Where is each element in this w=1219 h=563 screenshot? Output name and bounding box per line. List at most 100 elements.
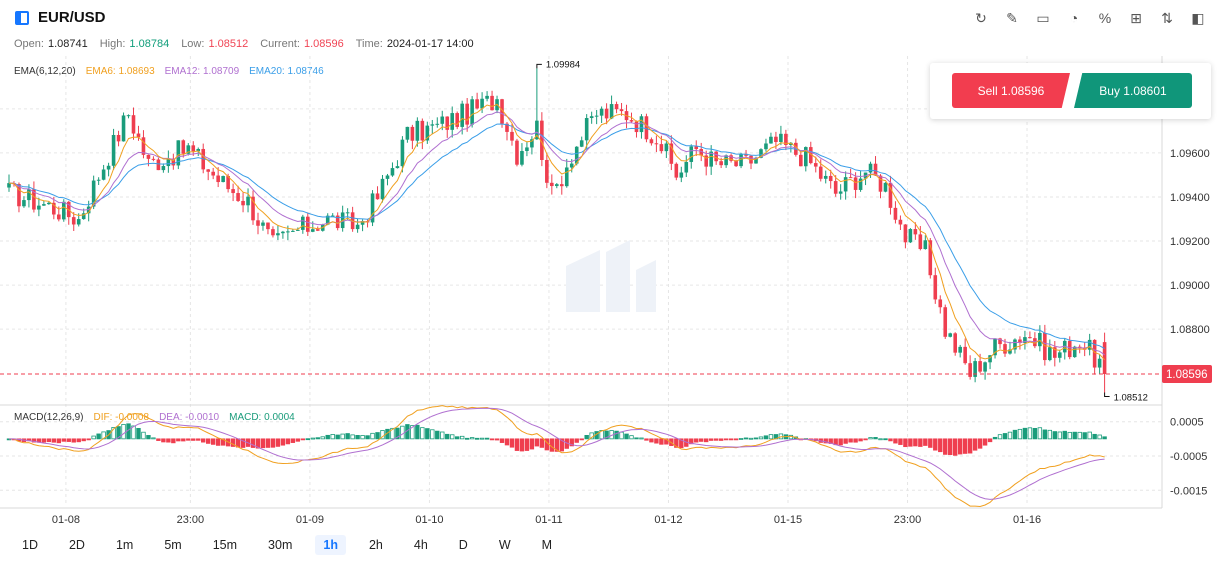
- macd-bar: [639, 437, 644, 440]
- candle-body: [261, 222, 265, 226]
- period-1m[interactable]: 1m: [115, 538, 134, 552]
- macd-bar: [425, 428, 430, 440]
- candle-body: [604, 108, 609, 119]
- macd-bar: [704, 438, 709, 443]
- buy-button[interactable]: Buy 1.08601: [1074, 73, 1192, 108]
- macd-bar: [305, 438, 310, 441]
- time-tick-label: 23:00: [177, 514, 205, 526]
- candle-body: [27, 189, 31, 201]
- macd-bar: [151, 437, 156, 440]
- sort-icon[interactable]: ⇅: [1161, 9, 1173, 26]
- refresh-icon[interactable]: ↻: [975, 9, 987, 26]
- macd-bar: [763, 435, 769, 440]
- sell-button[interactable]: Sell 1.08596: [952, 73, 1070, 108]
- macd-bar: [624, 433, 629, 440]
- candle-body: [325, 215, 330, 225]
- ema6-line: [8, 103, 1105, 361]
- candle-body: [206, 169, 210, 172]
- candle-body: [569, 163, 574, 168]
- macd-bar: [380, 430, 385, 440]
- candle-body: [271, 229, 275, 236]
- time-tick-label: 01-08: [52, 514, 80, 526]
- macd-bar: [320, 436, 325, 440]
- pie-icon[interactable]: ◔: [1069, 10, 1079, 26]
- macd-bar: [295, 438, 301, 442]
- macd-bar: [654, 438, 659, 444]
- candle-body: [375, 193, 380, 200]
- ema20-line: [8, 123, 1105, 349]
- period-15m[interactable]: 15m: [212, 538, 238, 552]
- macd-bar: [400, 425, 405, 440]
- candle-body: [186, 145, 191, 154]
- candle-body: [729, 155, 733, 161]
- percent-icon[interactable]: %: [1098, 10, 1112, 26]
- time-tick-label: 23:00: [894, 514, 922, 526]
- candle-body: [485, 95, 489, 99]
- time-tick-label: 01-09: [296, 514, 324, 526]
- macd-bar: [529, 438, 535, 450]
- ohlc-info-bar: Open: 1.08741 High: 1.08784 Low: 1.08512…: [14, 38, 482, 50]
- period-1h[interactable]: 1h: [315, 535, 346, 555]
- grid-icon[interactable]: ⊞: [1130, 9, 1142, 26]
- macd-bar: [489, 438, 495, 441]
- macd-bar: [156, 438, 161, 441]
- macd-bar: [355, 435, 360, 440]
- macd-bar: [205, 438, 211, 444]
- macd-bar: [893, 438, 898, 444]
- macd-bar: [230, 438, 236, 447]
- candle-body: [405, 126, 410, 140]
- symbol-title[interactable]: EUR/USD: [38, 9, 106, 26]
- low-value: 1.08512: [208, 38, 249, 50]
- period-5m[interactable]: 5m: [164, 538, 182, 552]
- candle-body: [664, 143, 669, 152]
- draw-icon[interactable]: ✎: [1006, 9, 1018, 26]
- macd-bar: [858, 438, 863, 442]
- candle-body: [679, 172, 684, 178]
- chart-canvas[interactable]: 1.098001.096001.094001.092001.090001.088…: [0, 56, 1219, 531]
- macd-bar: [121, 423, 126, 440]
- period-4h[interactable]: 4h: [413, 538, 428, 552]
- period-2h[interactable]: 2h: [368, 538, 383, 552]
- macd-bar: [708, 438, 714, 441]
- image-icon[interactable]: ▭: [1036, 9, 1050, 26]
- candle-body: [91, 180, 96, 207]
- candle-body: [52, 202, 56, 215]
- candle-body: [550, 182, 554, 187]
- period-W[interactable]: W: [498, 538, 511, 552]
- candle-body: [813, 163, 818, 167]
- candle-body: [151, 158, 156, 160]
- candle-body: [918, 234, 923, 250]
- period-1D[interactable]: 1D: [22, 538, 38, 552]
- macd-bar: [46, 438, 52, 443]
- period-M[interactable]: M: [541, 538, 553, 552]
- candle-body: [868, 163, 873, 173]
- macd-bar: [285, 438, 291, 445]
- macd-bar: [410, 425, 415, 440]
- dea-legend: DEA: -0.0010: [159, 412, 220, 423]
- candle-body: [415, 120, 420, 141]
- macd-bar: [619, 431, 624, 440]
- ema20-legend: EMA20: 1.08746: [249, 66, 324, 77]
- macd-bar: [270, 438, 276, 448]
- candle-body: [176, 140, 181, 166]
- period-2D[interactable]: 2D: [68, 538, 85, 552]
- period-30m[interactable]: 30m: [268, 538, 293, 552]
- candle-body: [1023, 337, 1027, 343]
- candle-body: [435, 123, 440, 125]
- macd-bar: [574, 438, 579, 443]
- macd-bar: [634, 437, 639, 440]
- candle-body: [360, 221, 365, 225]
- candle-body: [106, 165, 111, 170]
- panel-icon[interactable]: ◧: [1191, 9, 1205, 26]
- macd-bar: [644, 438, 649, 441]
- macd-bar: [31, 438, 37, 443]
- candle-body: [355, 224, 360, 230]
- candle-body: [1057, 352, 1062, 358]
- candle-body: [714, 151, 718, 162]
- macd-bar: [1012, 429, 1018, 440]
- macd-bar: [987, 438, 993, 443]
- open-label: Open:: [14, 38, 44, 50]
- candle-body: [1038, 332, 1042, 347]
- candle-body: [410, 126, 415, 141]
- period-D[interactable]: D: [458, 538, 468, 552]
